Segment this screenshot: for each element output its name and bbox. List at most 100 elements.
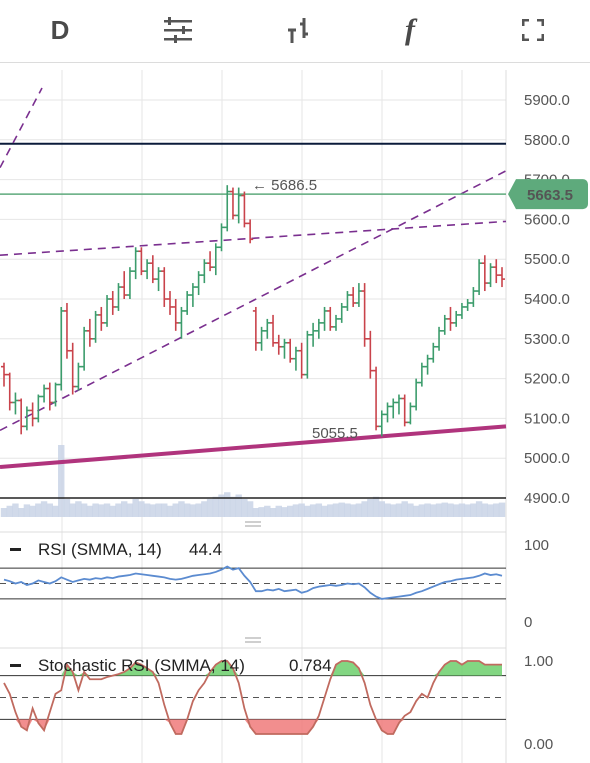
volume-bar: [349, 504, 357, 517]
volume-bar: [424, 503, 431, 517]
trend-line-dashed: [0, 220, 507, 257]
volume-bar: [487, 504, 494, 517]
y-tick-label: 5600.0: [524, 211, 570, 228]
ohlc-bar: [172, 299, 179, 331]
ohlc-bar: [287, 338, 294, 363]
volume-bar: [395, 503, 403, 517]
y-tick-label: 5800.0: [524, 132, 570, 149]
studies-button[interactable]: f: [405, 13, 415, 46]
ohlc-bar: [229, 187, 236, 220]
volume-bar: [258, 507, 265, 517]
volume-bar: [155, 503, 162, 517]
y-tick-label: 5100.0: [524, 410, 570, 427]
volume-bar: [475, 501, 483, 517]
volume-bar: [441, 502, 448, 517]
ohlc-bar: [441, 314, 448, 335]
ohlc-bar: [29, 402, 36, 427]
ohlc-bar: [149, 255, 156, 284]
ohlc-bar: [292, 346, 299, 371]
volume-bar: [246, 501, 254, 517]
volume-bar: [178, 501, 185, 517]
ohlc-bar: [315, 318, 322, 339]
volume-bar: [332, 503, 340, 517]
volume-bar: [98, 504, 105, 517]
ohlc-bar: [46, 382, 53, 411]
volume-bar: [121, 501, 128, 517]
sliders-icon[interactable]: [155, 10, 200, 50]
volume-bar: [275, 505, 282, 517]
volume-bar: [361, 501, 368, 517]
y-tick-label: 5200.0: [524, 371, 570, 388]
y-tick-label: 5400.0: [524, 291, 570, 308]
volume-bar: [241, 499, 248, 517]
pane-resize-grip: [245, 637, 261, 639]
volume-bar: [378, 501, 385, 517]
volume-bar: [464, 504, 471, 517]
volume-bar: [23, 504, 31, 517]
ohlc-bar: [258, 326, 265, 351]
volume-bar: [0, 508, 8, 517]
volume-bar: [418, 504, 426, 517]
ohlc-bar: [109, 291, 116, 315]
ohlc-bar: [161, 267, 168, 307]
ohlc-bar: [218, 223, 225, 252]
ohlc-bar: [138, 247, 145, 276]
volume-bar: [69, 503, 76, 517]
volume-bar: [86, 505, 94, 517]
stoch-oversold-fill: [4, 719, 502, 734]
volume-bar: [435, 503, 443, 517]
volume-bar: [109, 505, 116, 517]
ohlc-bar: [499, 267, 505, 288]
ohlc-bar: [418, 362, 425, 387]
stoch-title: Stochastic RSI (SMMA, 14): [38, 656, 245, 675]
ohlc-bar: [270, 314, 277, 347]
volume-bar: [315, 503, 323, 517]
ohlc-bar: [407, 402, 414, 425]
ohlc-bar: [23, 406, 30, 431]
ohlc-bar: [378, 410, 385, 437]
ohlc-bar: [104, 295, 111, 327]
volume-bar: [298, 503, 305, 517]
ohlc-bar: [201, 259, 208, 284]
ohlc-bar: [447, 306, 454, 331]
bar-chart-icon[interactable]: [280, 10, 315, 50]
ohlc-bar: [189, 283, 196, 307]
chart-toolbar: D f: [0, 0, 590, 63]
rsi-y-tick: 0: [524, 614, 532, 631]
ohlc-bar: [390, 398, 397, 419]
rsi-value: 44.4: [189, 540, 222, 559]
volume-bar: [17, 508, 25, 517]
rsi-title: RSI (SMMA, 14): [38, 540, 162, 559]
ohlc-bar: [207, 251, 214, 272]
ohlc-bar: [344, 291, 351, 311]
y-tick-label: 5900.0: [524, 92, 570, 109]
volume-bar: [309, 504, 317, 517]
ohlc-bar: [252, 306, 259, 351]
fullscreen-icon[interactable]: [515, 10, 550, 50]
volume-bar: [132, 499, 139, 517]
volume-bar: [235, 494, 242, 517]
volume-bar: [103, 503, 111, 517]
y-tick-label: 5500.0: [524, 251, 570, 268]
volume-bar: [401, 501, 408, 517]
ohlc-bar: [247, 219, 254, 244]
volume-bar: [52, 505, 59, 517]
volume-bar: [149, 504, 157, 517]
volume-bar: [430, 504, 437, 517]
ohlc-bar: [304, 330, 311, 379]
stoch-overbought-fill: [4, 661, 502, 676]
ohlc-bar: [264, 318, 271, 339]
stoch-value: 0.784: [289, 656, 332, 675]
ohlc-bar: [298, 342, 305, 379]
rsi-y-tick: 100: [524, 537, 549, 554]
ohlc-bar: [41, 384, 48, 403]
ohlc-bar: [144, 259, 151, 280]
ohlc-bar: [481, 255, 488, 292]
volume-bar: [281, 507, 288, 517]
ohlc-bar: [235, 187, 242, 224]
ohlc-bar: [436, 326, 443, 351]
support-line: [0, 424, 507, 469]
volume-bar: [201, 501, 208, 517]
interval-button[interactable]: D: [50, 14, 70, 45]
